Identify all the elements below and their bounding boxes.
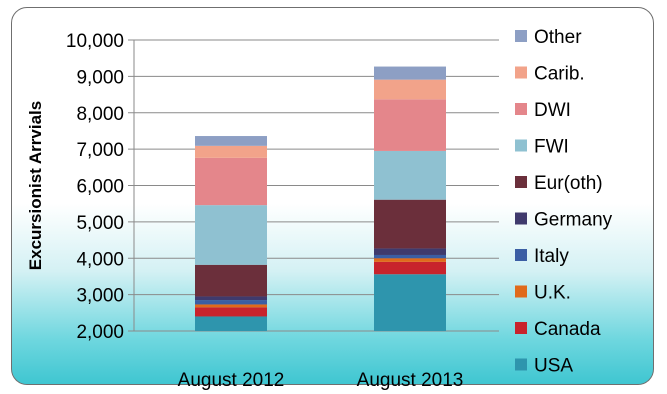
legend-label: Carib. — [534, 64, 585, 85]
legend-swatch — [515, 285, 527, 298]
legend-label: DWI — [534, 100, 571, 121]
legend-swatch — [515, 30, 527, 42]
y-tick-label: 3,000 — [76, 286, 124, 307]
y-axis-title: Excursionist Arrvials — [26, 101, 45, 270]
bar-segment — [374, 261, 446, 275]
legend-swatch — [515, 66, 527, 79]
y-tick-label: 7,000 — [76, 140, 124, 161]
legend-label: Other — [534, 27, 582, 48]
legend-label: Canada — [534, 319, 601, 340]
legend-label: Italy — [534, 246, 569, 267]
y-tick-label: 2,000 — [76, 322, 124, 343]
bar-segment — [195, 316, 267, 331]
chart-frame — [11, 7, 654, 385]
legend-swatch — [515, 212, 527, 225]
bar-segment — [195, 307, 267, 317]
x-category-label: August 2013 — [357, 370, 464, 391]
bar-segment — [374, 150, 446, 200]
legend-label: Germany — [534, 210, 613, 231]
y-tick-label: 9,000 — [76, 67, 124, 88]
bar-segment — [374, 248, 446, 255]
legend-swatch — [515, 176, 527, 188]
y-tick-label: 5,000 — [76, 213, 124, 234]
bar-segment — [195, 136, 267, 146]
bar-segment — [195, 145, 267, 158]
bar-segment — [374, 274, 446, 331]
x-category-label: August 2012 — [178, 370, 285, 391]
bar-segment — [374, 79, 446, 100]
bar-segment — [195, 157, 267, 206]
bar-segment — [195, 205, 267, 265]
bar-segment — [374, 254, 446, 259]
y-tick-label: 6,000 — [76, 177, 124, 198]
y-tick-label: 8,000 — [76, 104, 124, 125]
y-tick-label: 4,000 — [76, 249, 124, 270]
legend-label: FWI — [534, 137, 569, 158]
legend-swatch — [515, 103, 527, 115]
legend-swatch — [515, 249, 527, 261]
legend-label: U.K. — [534, 283, 571, 304]
legend-swatch — [515, 139, 527, 152]
bar-segment — [195, 300, 267, 305]
bar-segment — [195, 264, 267, 297]
legend-label: USA — [534, 356, 573, 377]
bar-segment — [374, 99, 446, 151]
bar-segment — [374, 199, 446, 249]
bar-segment — [374, 66, 446, 80]
bar-segment — [374, 258, 446, 262]
bar-segment — [195, 296, 267, 301]
bar-segment — [195, 304, 267, 308]
legend-label: Eur(oth) — [534, 173, 603, 194]
legend-swatch — [515, 322, 527, 334]
y-tick-label: 10,000 — [66, 31, 124, 52]
legend-swatch — [515, 358, 527, 371]
